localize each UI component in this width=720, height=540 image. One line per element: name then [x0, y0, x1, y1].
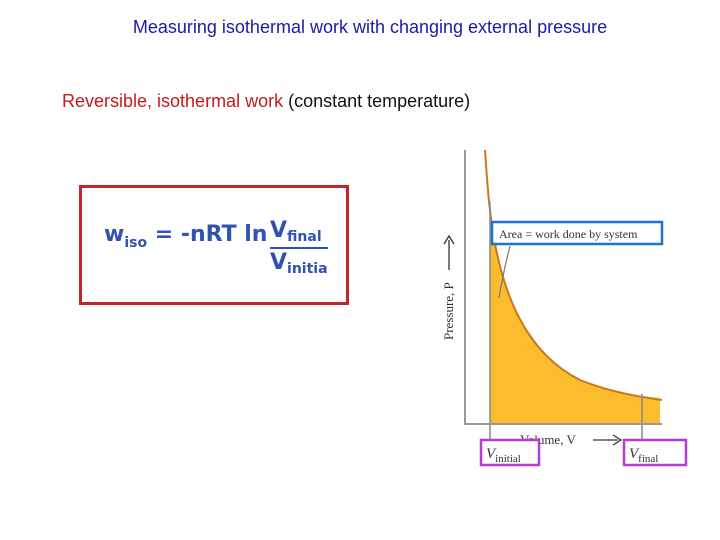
v-final-label: Vfinal [629, 446, 658, 465]
v-initial-label: Vinitial [486, 446, 521, 465]
pressure-axis-label-group: Pressure, P [441, 282, 456, 340]
formula-w-subscript: iso [124, 235, 148, 251]
subtitle: Reversible, isothermal work (constant te… [62, 91, 470, 112]
fraction-bar [270, 247, 328, 249]
v-initial-box [479, 438, 541, 467]
formula-box: wiso = -nRT ln Vfinal Vinitial [79, 185, 349, 305]
subtitle-rest: (constant temperature) [283, 91, 471, 111]
area-pointer-line [498, 245, 511, 299]
isotherm-curve [484, 149, 663, 401]
area-label: Area = work done by system [499, 227, 638, 241]
volume-arrowhead-icon [612, 434, 623, 446]
denominator-v: V [270, 251, 288, 275]
numerator-v: V [270, 218, 288, 243]
pressure-arrowhead-icon [443, 234, 455, 245]
area-label-box [490, 220, 664, 246]
numerator-subscript: final [287, 229, 322, 245]
isothermal-work-formula: wiso = -nRT ln Vfinal Vinitial [104, 219, 328, 277]
subtitle-highlight: Reversible, isothermal work [62, 91, 284, 111]
fraction-denominator: Vinitial [270, 251, 328, 277]
formula-w: w [104, 222, 125, 247]
denominator-subscript: initial [287, 261, 328, 277]
formula-rhs: -nRT ln [180, 222, 268, 247]
work-area [490, 210, 660, 423]
pv-diagram: Pressure, P Volume, V Area = work done b… [430, 140, 720, 540]
fraction-numerator: Vfinal [270, 218, 328, 246]
slide-title: Measuring isothermal work with changing … [132, 17, 608, 37]
formula-equals: = [147, 222, 181, 247]
v-final-box [622, 438, 688, 467]
pressure-axis-label: Pressure, P [441, 282, 456, 340]
volume-ratio-fraction: Vfinal Vinitial [270, 219, 328, 277]
